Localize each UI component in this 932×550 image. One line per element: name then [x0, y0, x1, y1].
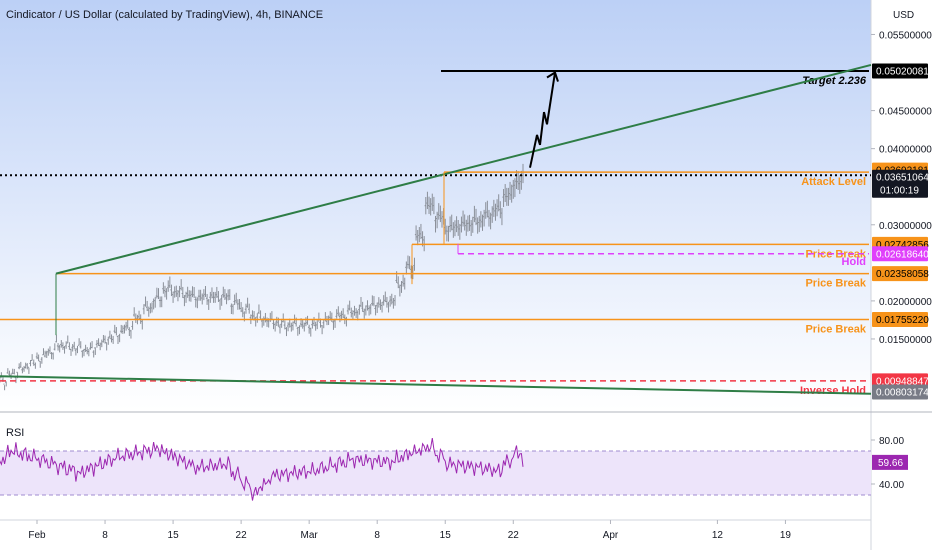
price-tag-2: 0.02742856 — [876, 240, 929, 251]
price-bars — [0, 163, 524, 391]
date-tick-label: Mar — [301, 530, 319, 541]
price-tag-0: 0.05020081 — [876, 67, 929, 78]
price-tag-4-bg — [872, 266, 928, 282]
drawings — [0, 63, 872, 395]
trend-line-1 — [0, 375, 872, 395]
rsi-current-tag: 59.66 — [878, 458, 903, 469]
date-axis: Feb 8 15 22 Mar 8 15 22 Apr 12 19 — [28, 520, 791, 541]
price-tick-label: 0.03000000 — [879, 221, 932, 232]
price-tick-label: 0.02000000 — [879, 297, 932, 308]
price-tag-5: 0.01755220 — [876, 315, 929, 326]
level-label-5: Price Break — [805, 324, 866, 336]
current-price-tag: 0.03651064 — [876, 173, 929, 184]
price-tag-4: 0.02358058 — [876, 269, 929, 280]
current-price-tag-bg — [872, 169, 928, 198]
rsi-axis: 80.00 40.00 — [871, 436, 904, 491]
rsi-band — [0, 451, 871, 495]
date-tick-label: Feb — [28, 530, 46, 541]
chart-title: Cindicator / US Dollar (calculated by Tr… — [6, 9, 323, 21]
date-tick-label: 22 — [508, 530, 520, 541]
price-tick-label: 0.04500000 — [879, 107, 932, 118]
date-tick-label: 8 — [102, 530, 108, 541]
level-label-1: Attack Level — [801, 176, 866, 188]
countdown-tag: 01:00:19 — [880, 186, 919, 197]
low-price-tag-bg — [872, 384, 928, 400]
date-tick-label: 8 — [374, 530, 380, 541]
price-tag-6: 0.00948847 — [876, 376, 929, 387]
rsi-line — [0, 438, 524, 501]
price-tags: 0.050200810.036921810.027428560.02618640… — [872, 63, 929, 400]
low-price-tag: 0.00803174 — [876, 388, 929, 399]
rsi-label: RSI — [6, 427, 24, 439]
price-tag-3: 0.02618640 — [876, 249, 929, 260]
price-tick-label: 0.04000000 — [879, 145, 932, 156]
price-tick-label: 0.05500000 — [879, 30, 932, 41]
rsi-current-tag-bg — [872, 454, 908, 470]
price-tag-5-bg — [872, 312, 928, 328]
date-tick-label: 12 — [712, 530, 724, 541]
projection-path — [529, 72, 556, 168]
main-pane-background — [0, 0, 871, 410]
level-label-3: Hold — [842, 256, 866, 268]
level-label-6: Inverse Hold — [800, 385, 866, 397]
rsi-tick-label: 80.00 — [879, 436, 904, 447]
currency-label: USD — [893, 10, 914, 21]
level-label-4: Price Break — [805, 278, 866, 290]
trend-line-0 — [55, 63, 872, 275]
price-tick-label: 0.01500000 — [879, 335, 932, 346]
projection-arrowhead — [546, 71, 559, 82]
price-axis: 0.05500000 0.04500000 0.04000000 0.03000000… — [871, 30, 932, 346]
date-tick-label: Apr — [603, 530, 619, 541]
price-tag-3-bg — [872, 246, 928, 262]
price-tag-0-bg — [872, 63, 928, 79]
date-tick-label: 22 — [236, 530, 248, 541]
level-label-2: Price Break — [805, 248, 866, 260]
date-tick-label: 19 — [780, 530, 792, 541]
date-tick-label: 15 — [440, 530, 452, 541]
rsi-tick-label: 40.00 — [879, 480, 904, 491]
date-tick-label: 15 — [168, 530, 180, 541]
